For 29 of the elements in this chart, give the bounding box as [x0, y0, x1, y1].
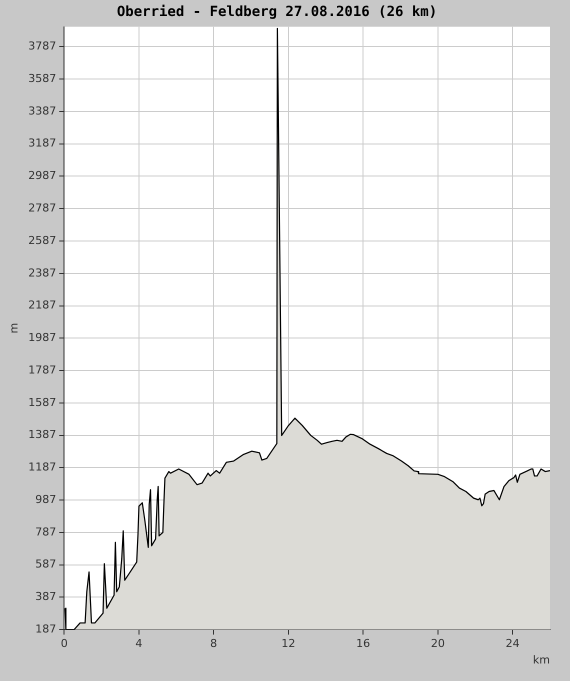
x-axis-title: km — [532, 653, 550, 666]
y-tick-label: 1787 — [28, 363, 56, 376]
y-tick-label: 3587 — [28, 72, 56, 85]
x-tick-label: 20 — [430, 637, 445, 650]
y-tick-label: 1187 — [28, 460, 56, 474]
y-tick-label: 2787 — [28, 201, 56, 214]
x-tick-label: 16 — [356, 637, 370, 650]
y-tick-label: 3387 — [28, 104, 56, 118]
y-tick-label: 2187 — [28, 298, 56, 312]
y-tick-label: 987 — [35, 492, 56, 506]
x-tick-label: 4 — [135, 637, 142, 650]
x-tick-label: 12 — [281, 637, 296, 650]
chart-title: Oberried - Feldberg 27.08.2016 (26 km) — [116, 4, 438, 20]
y-tick-label: 1587 — [28, 396, 56, 409]
x-tick-label: 24 — [506, 637, 520, 650]
y-tick-label: 1987 — [28, 331, 56, 344]
y-axis-title: m — [7, 322, 20, 334]
y-tick-label: 2387 — [28, 266, 56, 280]
y-tick-label: 787 — [35, 525, 56, 538]
x-tick-label: 8 — [210, 637, 218, 650]
y-tick-label: 3787 — [28, 40, 56, 53]
y-tick-label: 387 — [35, 590, 56, 604]
x-tick-label: 0 — [60, 637, 68, 650]
y-tick-label: 1387 — [28, 428, 56, 442]
y-tick-label: 587 — [35, 558, 56, 571]
y-tick-label: 3187 — [28, 136, 56, 150]
y-tick-label: 187 — [35, 622, 56, 636]
y-tick-label: 2987 — [28, 169, 56, 182]
y-tick-label: 2587 — [28, 234, 56, 247]
